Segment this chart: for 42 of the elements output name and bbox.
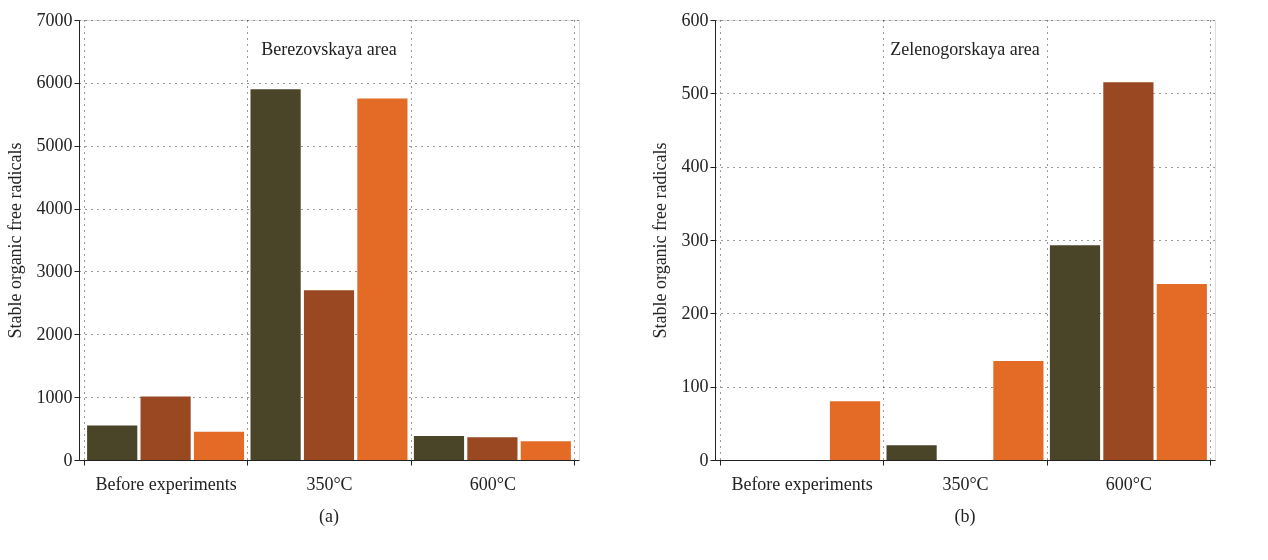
text: Berezovskaya area [261,39,397,59]
x-tick-label: Before experiments [95,473,237,494]
y-tick-label: 5000 [36,135,73,156]
bar [303,290,355,460]
bar [829,401,881,460]
y-tick-label: 3000 [36,260,73,281]
y-tick-label: 2000 [36,323,73,344]
bar [1049,245,1101,460]
x-tick-label: 350°C [942,473,989,494]
bar [520,441,571,460]
bar [886,445,937,460]
bar [1103,82,1154,460]
text: Zelenogorskaya area [890,39,1040,59]
y-tick-label: 7000 [36,9,73,30]
x-tick-label: 350°C [306,473,353,494]
bar [1156,284,1207,460]
text: (a) [319,506,339,527]
y-tick-label: 600 [681,9,709,30]
y-tick-label: 4000 [36,198,73,219]
bar [413,436,465,460]
bar [993,361,1044,460]
x-tick-label: 600°C [1105,473,1153,494]
y-tick-label: 400 [681,156,709,177]
y-tick-label: 300 [681,229,709,250]
bar [357,98,408,460]
y-tick-label: 1000 [36,386,73,407]
y-tick-label: 0 [63,449,73,470]
bar [87,425,138,460]
bar [140,396,191,460]
y-tick-label: 6000 [36,72,73,93]
y-axis-title: Stable organic free radicals [649,142,670,339]
bar [467,437,518,460]
text: (b) [954,506,976,527]
x-tick-label: Before experiments [731,473,873,494]
y-tick-label: 0 [699,449,709,470]
y-tick-label: 100 [681,376,709,397]
bar [193,431,245,460]
y-axis-title: Stable organic free radicals [4,142,25,339]
y-tick-label: 500 [681,82,709,103]
y-tick-label: 200 [681,302,709,323]
bar [250,89,301,460]
x-tick-label: 600°C [469,473,517,494]
